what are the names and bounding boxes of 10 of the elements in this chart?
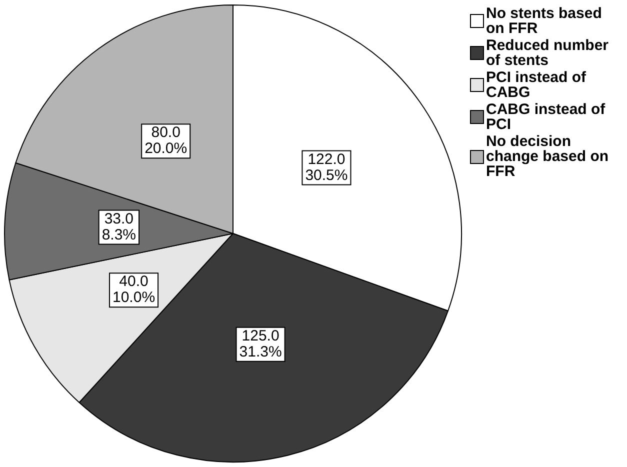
legend-label: CABG instead of PCI (486, 101, 606, 133)
legend-label: PCI instead of CABG (486, 69, 588, 101)
legend-label: No stents based on FFR (486, 5, 603, 37)
legend-label: Reduced number of stents (486, 37, 610, 69)
data-label: 80.0 20.0% (144, 124, 188, 158)
data-label: 33.0 8.3% (102, 210, 136, 244)
data-label: 122.0 30.5% (305, 150, 348, 184)
legend-label: No decision change based on FFR (486, 133, 610, 180)
data-label: 40.0 10.0% (112, 273, 156, 306)
data-label: 125.0 31.3% (239, 328, 282, 361)
